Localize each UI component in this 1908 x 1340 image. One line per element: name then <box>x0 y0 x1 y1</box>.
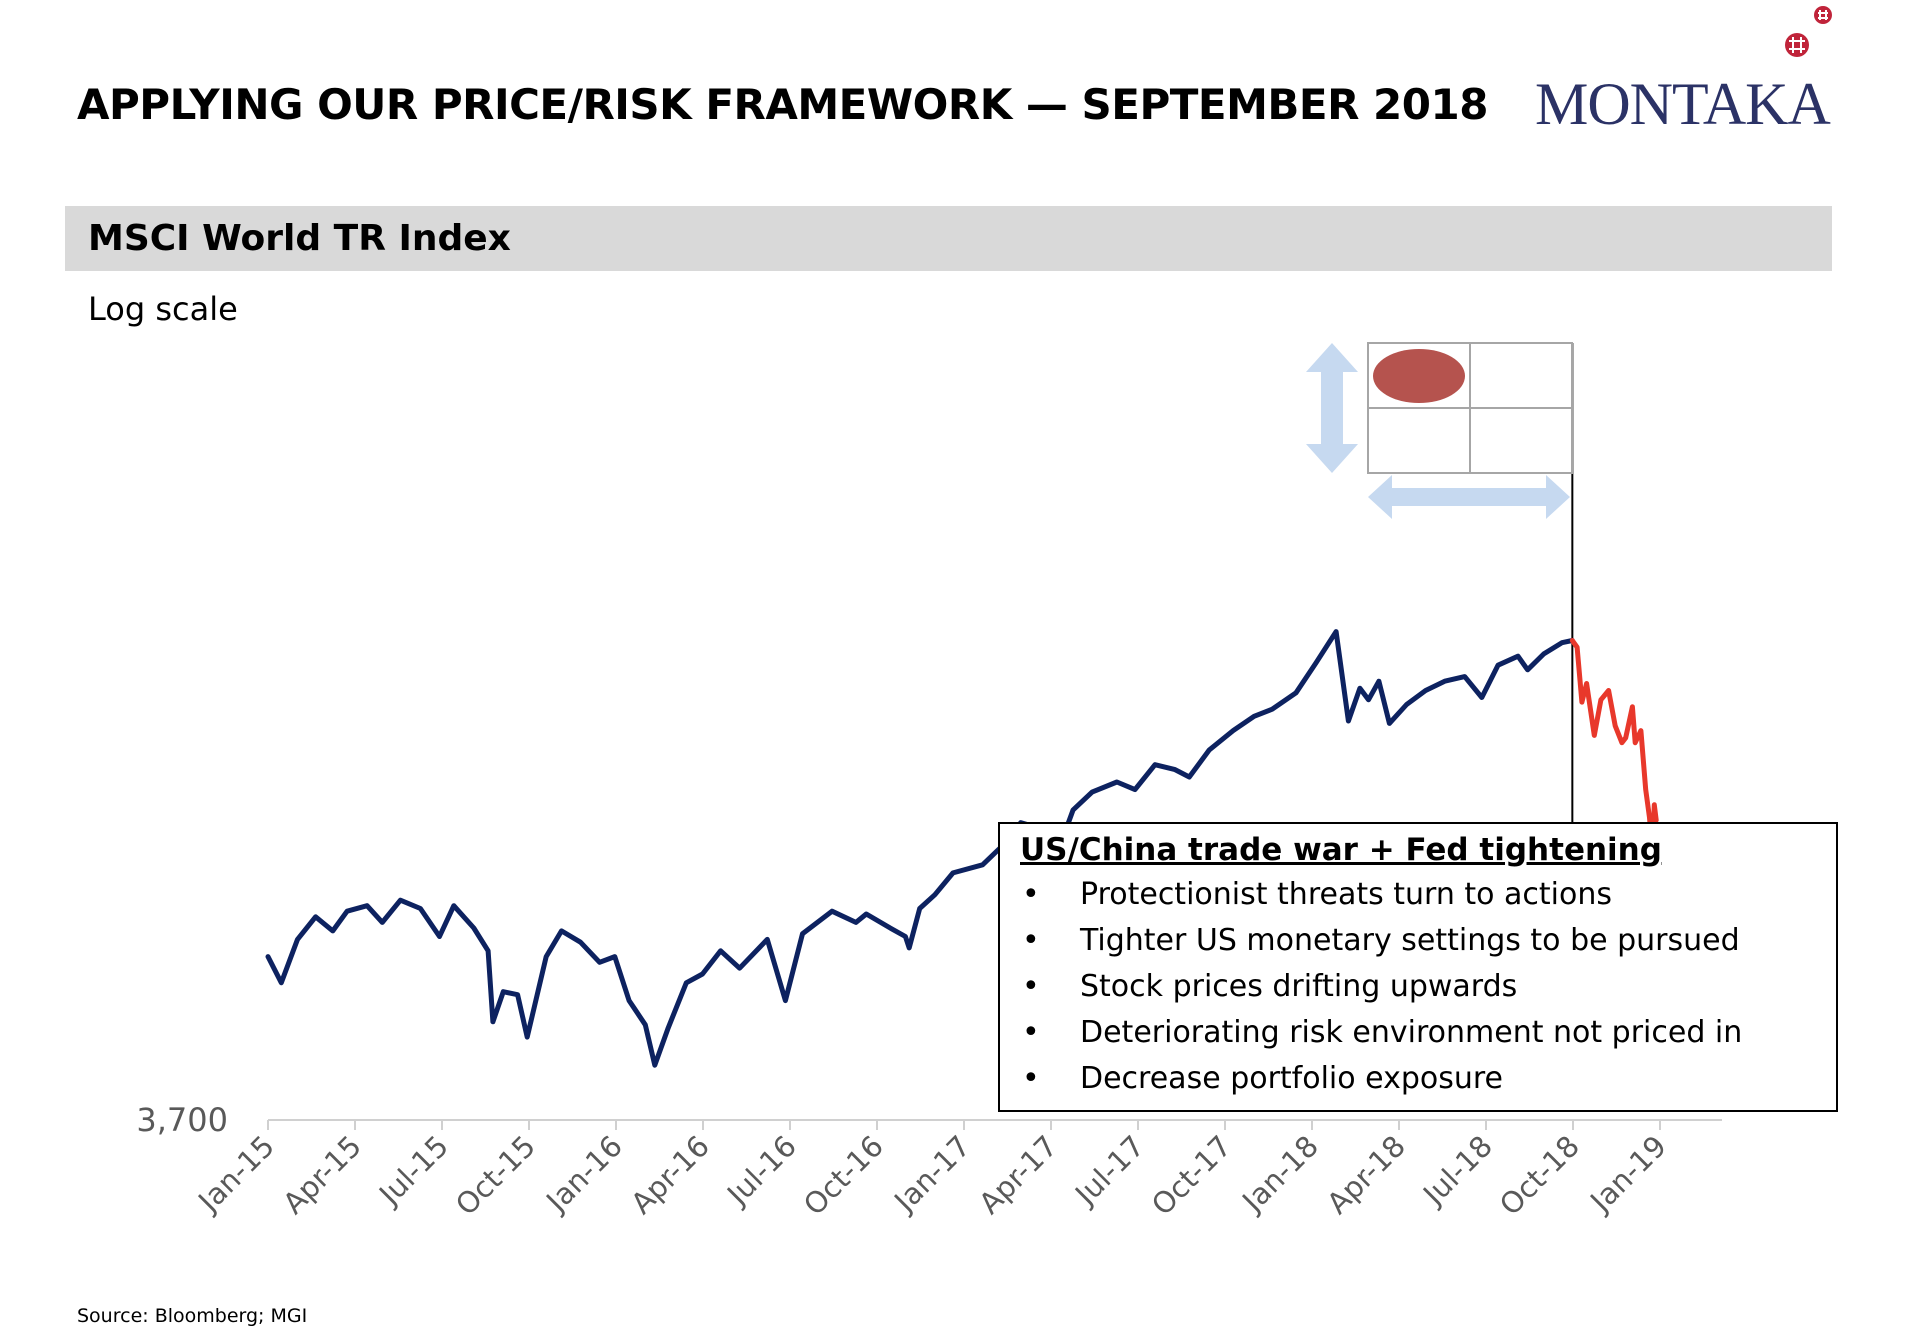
bullet-text: Protectionist threats turn to actions <box>1080 877 1613 912</box>
x-tick-label: Oct-17 <box>1145 1129 1238 1222</box>
x-tick-label: Apr-17 <box>972 1129 1064 1221</box>
y-tick-label: 3,700 <box>136 1101 228 1139</box>
commentary-bullets: • Protectionist threats turn to actions •… <box>1020 872 1818 1102</box>
index-series-line <box>265 629 1575 1068</box>
section-header-band <box>65 206 1832 271</box>
x-tick-label: Jan-15 <box>190 1129 281 1220</box>
x-tick-label: Jan-19 <box>1582 1129 1673 1220</box>
x-tick-label: Jan-17 <box>886 1129 977 1220</box>
x-tick-label: Oct-16 <box>797 1129 890 1222</box>
x-tick-label: Jan-18 <box>1234 1129 1325 1220</box>
x-tick-label: Jan-16 <box>538 1129 629 1220</box>
commentary-box: US/China trade war + Fed tightening • Pro… <box>998 822 1838 1112</box>
bullet-text: Tighter US monetary settings to be pursu… <box>1080 923 1740 958</box>
position-marker <box>1373 349 1465 403</box>
list-item: • Tighter US monetary settings to be purs… <box>1020 918 1818 964</box>
bullet-icon: • <box>1022 877 1040 912</box>
source-note: Source: Bloomberg; MGI <box>77 1305 308 1327</box>
risk-axis-arrow-icon <box>1306 343 1358 473</box>
list-item: • Decrease portfolio exposure <box>1020 1056 1818 1102</box>
x-tick-label: Jul-18 <box>1415 1129 1499 1213</box>
post-decision-series-line <box>1569 638 1659 854</box>
bullet-icon: • <box>1022 969 1040 1004</box>
bullet-text: Deteriorating risk environment not price… <box>1080 1015 1743 1050</box>
x-tick-label: Oct-18 <box>1493 1129 1586 1222</box>
montaka-logo: MONTAKA <box>1525 5 1855 137</box>
logo-wordmark: MONTAKA <box>1535 71 1831 137</box>
logo-mark-icon <box>1785 6 1832 57</box>
section-title: MSCI World TR Index <box>88 218 511 259</box>
list-item: • Stock prices drifting upwards <box>1020 964 1818 1010</box>
x-tick-label: Apr-18 <box>1320 1129 1412 1221</box>
bullet-icon: • <box>1022 923 1040 958</box>
list-item: • Protectionist threats turn to actions <box>1020 872 1818 918</box>
x-tick-label: Oct-15 <box>449 1129 542 1222</box>
x-tick-label: Jul-17 <box>1067 1129 1151 1213</box>
commentary-heading: US/China trade war + Fed tightening <box>1020 832 1662 868</box>
bullet-icon: • <box>1022 1061 1040 1096</box>
x-tick-label: Jul-15 <box>371 1129 455 1213</box>
bullet-text: Decrease portfolio exposure <box>1080 1061 1504 1096</box>
bullet-icon: • <box>1022 1015 1040 1050</box>
list-item: • Deteriorating risk environment not pric… <box>1020 1010 1818 1056</box>
x-tick-label: Apr-15 <box>276 1129 368 1221</box>
price-axis-arrow-icon <box>1368 475 1570 519</box>
scale-note: Log scale <box>88 290 238 328</box>
x-tick-label: Jul-16 <box>719 1129 803 1213</box>
page-title: APPLYING OUR PRICE/RISK FRAMEWORK — SEPT… <box>77 80 1488 129</box>
bullet-text: Stock prices drifting upwards <box>1080 969 1518 1004</box>
x-tick-label: Apr-16 <box>624 1129 716 1221</box>
